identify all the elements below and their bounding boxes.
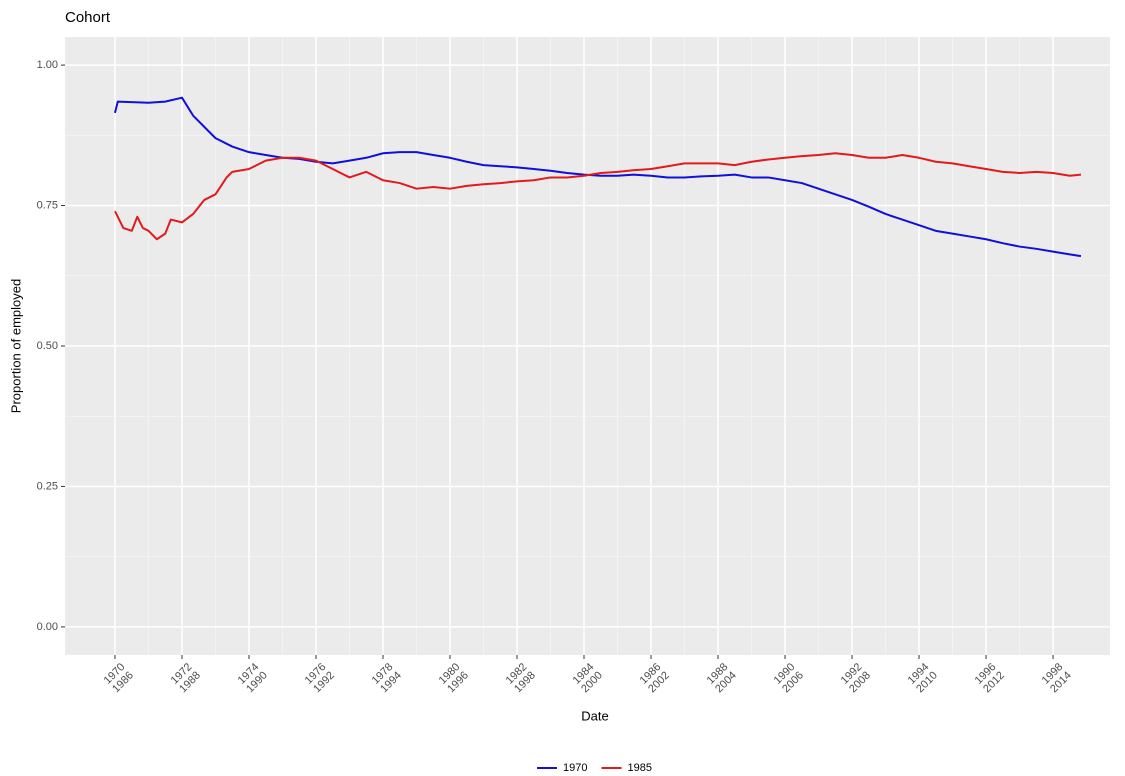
series-line bbox=[113, 96, 1082, 258]
chart-title: Cohort bbox=[65, 9, 111, 26]
y-tick-label: 0.50 bbox=[37, 340, 58, 352]
legend-label: 1985 bbox=[627, 762, 651, 774]
y-tick-label: 0.25 bbox=[37, 480, 58, 492]
legend-label: 1970 bbox=[563, 762, 587, 774]
y-tick-label: 0.00 bbox=[37, 621, 58, 633]
x-axis-title: Date bbox=[581, 708, 608, 723]
y-tick-label: 1.00 bbox=[37, 59, 58, 71]
y-tick-label: 0.75 bbox=[37, 199, 58, 211]
y-axis-title: Proportion of employed bbox=[8, 279, 23, 413]
series-line bbox=[114, 152, 1082, 241]
